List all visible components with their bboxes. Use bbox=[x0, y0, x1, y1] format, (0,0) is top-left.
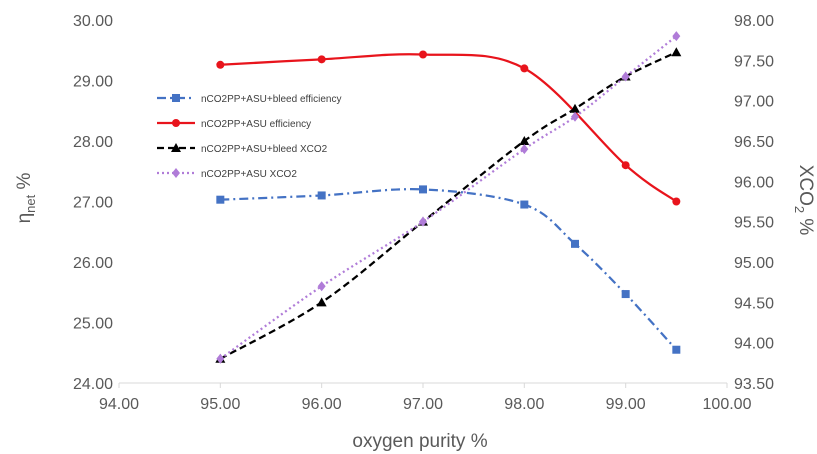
data-point bbox=[419, 216, 427, 227]
data-point bbox=[621, 290, 630, 299]
data-point bbox=[317, 55, 326, 64]
y-left-tick-label: 29.00 bbox=[73, 74, 113, 91]
data-point bbox=[671, 47, 682, 57]
y-left-tick-label: 30.00 bbox=[73, 13, 113, 30]
y-right-tick-label: 94.00 bbox=[734, 336, 774, 353]
data-point bbox=[621, 71, 630, 82]
y-right-tick-label: 97.50 bbox=[734, 53, 774, 70]
x-tick-label: 94.00 bbox=[99, 396, 139, 413]
series-line bbox=[219, 35, 678, 360]
legend-marker bbox=[172, 168, 180, 178]
y-right-tick-label: 97.00 bbox=[734, 94, 774, 111]
legend-label: nCO2PP+ASU efficiency bbox=[201, 119, 311, 130]
y-left-tick-label: 25.00 bbox=[73, 316, 113, 333]
data-point bbox=[672, 197, 681, 206]
data-point bbox=[520, 64, 529, 73]
x-tick-label: 100.00 bbox=[703, 396, 752, 413]
data-point bbox=[520, 200, 529, 209]
y-axis-right-title-suffix: % bbox=[795, 213, 816, 235]
data-point bbox=[316, 297, 327, 307]
legend-marker bbox=[172, 94, 180, 102]
y-axis-left-title-suffix: % bbox=[14, 172, 35, 194]
legend-marker bbox=[172, 119, 180, 127]
data-point bbox=[570, 103, 580, 113]
data-point bbox=[519, 136, 530, 145]
x-tick-label: 95.00 bbox=[200, 396, 240, 413]
x-tick-label: 99.00 bbox=[606, 396, 646, 413]
series-nco2pp-asu-xco2 bbox=[216, 31, 681, 364]
y-axis-right-title: XCO2 % bbox=[792, 165, 816, 236]
data-point bbox=[672, 345, 681, 354]
legend-label: nCO2PP+ASU+bleed efficiency bbox=[201, 94, 341, 105]
y-right-tick-label: 98.00 bbox=[734, 13, 774, 30]
data-point bbox=[571, 111, 579, 122]
data-point bbox=[621, 161, 630, 170]
y-right-tick-label: 93.50 bbox=[734, 376, 774, 393]
y-axis-left-title: ηnet % bbox=[14, 172, 38, 223]
legend-entry: nCO2PP+ASU+bleed XCO2 bbox=[157, 143, 328, 155]
data-point bbox=[216, 195, 225, 204]
data-point bbox=[571, 239, 579, 248]
y-axis-left-title-main: η bbox=[14, 213, 35, 224]
y-left-tick-label: 27.00 bbox=[73, 195, 113, 212]
data-point bbox=[419, 50, 427, 59]
data-point bbox=[317, 281, 326, 292]
series-layer bbox=[215, 31, 682, 364]
data-point bbox=[216, 353, 225, 364]
y-left-tick-label: 28.00 bbox=[73, 134, 113, 151]
y-right-tick-label: 96.00 bbox=[734, 174, 774, 191]
y-right-tick-label: 95.00 bbox=[734, 255, 774, 272]
data-point bbox=[520, 144, 529, 155]
y-right-tick-label: 96.50 bbox=[734, 134, 774, 151]
x-axis-title: oxygen purity % bbox=[352, 431, 487, 452]
y-axis-right-title-main: XCO bbox=[795, 165, 816, 206]
y-axis-right-title-sub: 2 bbox=[792, 206, 807, 213]
series-nco2pp-asu-efficiency bbox=[216, 50, 681, 206]
y-right-tick-label: 95.50 bbox=[734, 215, 774, 232]
y-axis-left-title-sub: net bbox=[23, 194, 38, 212]
y-left-tick-label: 26.00 bbox=[73, 255, 113, 272]
legend-entry: nCO2PP+ASU efficiency bbox=[157, 119, 311, 130]
legend: nCO2PP+ASU+bleed efficiency nCO2PP+ASU ef… bbox=[157, 94, 341, 180]
y-left-tick-label: 24.00 bbox=[73, 376, 113, 393]
x-tick-label: 96.00 bbox=[302, 396, 342, 413]
data-point bbox=[216, 60, 225, 69]
axes: 94.00 95.00 96.00 97.00 98.00 99.00 100.00 24.0… bbox=[73, 13, 774, 413]
legend-marker bbox=[171, 143, 181, 152]
series-nco2pp-asu-bleed-efficiency bbox=[216, 185, 681, 354]
data-point bbox=[419, 185, 427, 194]
x-tick-label: 97.00 bbox=[403, 396, 443, 413]
data-point bbox=[672, 31, 681, 42]
legend-label: nCO2PP+ASU+bleed XCO2 bbox=[201, 144, 328, 155]
x-tick-label: 98.00 bbox=[504, 396, 544, 413]
legend-entry: nCO2PP+ASU+bleed efficiency bbox=[157, 94, 341, 105]
y-right-tick-label: 94.50 bbox=[734, 295, 774, 312]
legend-entry: nCO2PP+ASU XCO2 bbox=[157, 168, 297, 180]
legend-label: nCO2PP+ASU XCO2 bbox=[201, 169, 297, 180]
data-point bbox=[317, 191, 326, 200]
